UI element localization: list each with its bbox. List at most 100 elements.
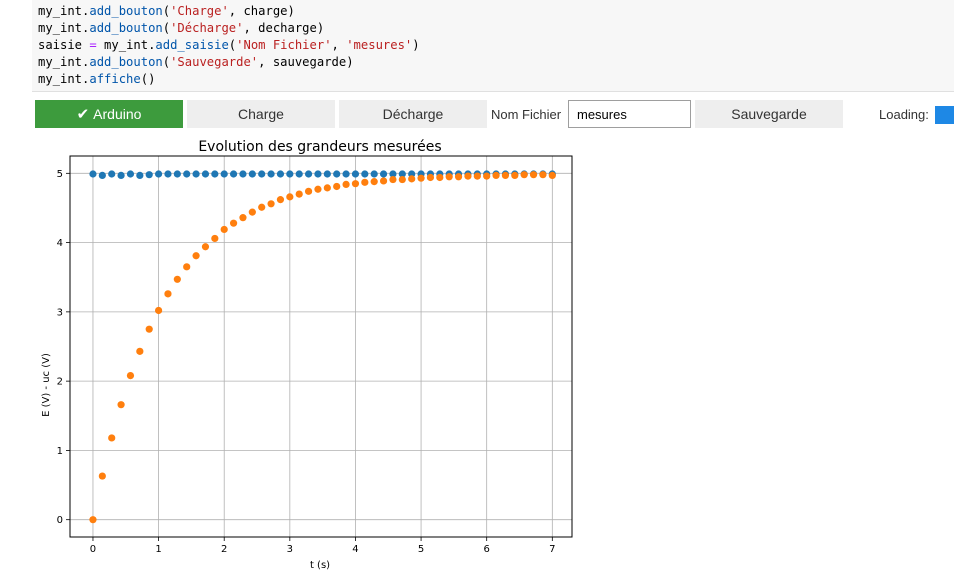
plot-frame xyxy=(69,155,573,538)
data-point xyxy=(192,252,200,260)
data-point xyxy=(379,177,388,185)
data-point xyxy=(258,170,266,178)
data-point xyxy=(201,170,210,178)
x-tick-label: 4 xyxy=(352,544,358,555)
check-icon: ✔ xyxy=(76,106,90,123)
data-point xyxy=(417,174,425,182)
data-point xyxy=(239,214,247,222)
data-point xyxy=(295,170,303,178)
data-point xyxy=(323,184,331,192)
data-point xyxy=(426,173,435,182)
y-tick-label: 3 xyxy=(57,307,63,318)
code-line: my_int.add_bouton('Charge', charge) xyxy=(38,3,954,20)
data-point xyxy=(145,325,153,333)
data-point xyxy=(136,171,144,179)
data-point xyxy=(408,175,416,183)
data-point xyxy=(248,170,256,178)
data-point xyxy=(267,170,275,178)
data-point xyxy=(389,170,397,178)
data-point xyxy=(370,170,378,178)
code-token: ( xyxy=(228,38,237,52)
code-token: affiche xyxy=(89,72,141,86)
code-token: my_int. xyxy=(38,4,90,18)
code-token: my_int. xyxy=(96,38,156,52)
data-point xyxy=(220,170,228,178)
code-token: my_int. xyxy=(38,21,90,35)
data-point xyxy=(464,172,472,180)
data-point xyxy=(126,371,135,380)
y-tick-label: 1 xyxy=(57,446,63,457)
code-token: () xyxy=(140,72,156,86)
data-point xyxy=(145,171,153,179)
code-token: , decharge) xyxy=(243,21,325,35)
code-token: 'mesures' xyxy=(346,38,413,52)
arduino-button[interactable]: ✔ Arduino xyxy=(35,100,183,128)
data-point xyxy=(529,171,538,179)
code-token: , xyxy=(331,38,347,52)
data-point xyxy=(108,434,116,442)
loading-progress xyxy=(935,106,954,124)
y-axis-label: E (V) - uc (V) xyxy=(41,353,52,417)
data-point xyxy=(136,347,144,355)
filename-label: Nom Fichier xyxy=(491,106,562,122)
axis-ticks: 0 1 2 3 4 5 6 7 0 1 2 3 4 5 xyxy=(57,169,556,555)
code-cell[interactable]: my_int.add_bouton('Charge', charge) my_in… xyxy=(32,0,954,92)
code-token: 'Décharge' xyxy=(170,21,244,35)
code-token: 'Charge' xyxy=(170,4,229,18)
data-point xyxy=(492,171,500,179)
data-point xyxy=(333,182,341,191)
grid xyxy=(70,156,572,537)
code-token: , sauvegarde) xyxy=(258,55,354,69)
x-tick-label: 1 xyxy=(155,544,161,555)
data-point xyxy=(314,170,322,178)
y-tick-label: 5 xyxy=(57,169,63,180)
data-point xyxy=(520,171,528,179)
data-point xyxy=(511,171,519,179)
decharge-button[interactable]: Décharge xyxy=(339,100,487,128)
data-point xyxy=(389,175,397,184)
code-token: saisie xyxy=(38,38,90,52)
code-token: add_bouton xyxy=(89,55,163,69)
data-point xyxy=(229,170,238,178)
data-point xyxy=(286,193,294,201)
code-token: add_bouton xyxy=(89,21,163,35)
data-point xyxy=(126,170,135,178)
code-token: ( xyxy=(162,55,171,69)
y-tick-label: 2 xyxy=(57,377,63,388)
filename-input[interactable] xyxy=(568,100,691,128)
y-tick-label: 4 xyxy=(57,238,63,249)
x-tick-label: 5 xyxy=(418,544,424,555)
data-point xyxy=(192,170,200,178)
code-line: saisie = my_int.add_saisie('Nom Fichier'… xyxy=(38,37,954,54)
data-point xyxy=(445,173,453,181)
code-line: my_int.add_bouton('Décharge', decharge) xyxy=(38,20,954,37)
widget-toolbar: ✔ Arduino Charge Décharge Nom Fichier Sa… xyxy=(35,100,954,128)
y-tick-label: 0 xyxy=(57,515,63,526)
series-2 xyxy=(89,171,556,524)
data-point xyxy=(276,196,285,204)
charge-button[interactable]: Charge xyxy=(187,100,335,128)
data-point xyxy=(89,170,97,178)
code-token: , charge) xyxy=(228,4,295,18)
data-point xyxy=(436,173,444,182)
data-point xyxy=(286,170,294,178)
data-point xyxy=(98,171,106,179)
x-tick-label: 7 xyxy=(549,544,555,555)
data-point xyxy=(117,171,125,179)
code-token: add_bouton xyxy=(89,4,163,18)
code-token: add_saisie xyxy=(155,38,229,52)
data-point xyxy=(333,170,341,178)
loading-label: Loading: xyxy=(879,106,929,122)
chart-title: Evolution des grandeurs mesurées xyxy=(198,139,441,155)
code-token: ( xyxy=(162,4,171,18)
code-line: my_int.affiche() xyxy=(38,71,954,88)
code-token: my_int. xyxy=(38,72,90,86)
code-text[interactable]: my_int.add_bouton('Charge', charge) my_in… xyxy=(32,0,954,88)
sauvegarde-button[interactable]: Sauvegarde xyxy=(695,100,843,128)
data-point xyxy=(314,185,322,193)
x-tick-label: 6 xyxy=(484,544,490,555)
data-point xyxy=(398,170,406,178)
code-token: ( xyxy=(162,21,171,35)
x-tick-label: 0 xyxy=(90,544,96,555)
data-points xyxy=(89,170,556,524)
